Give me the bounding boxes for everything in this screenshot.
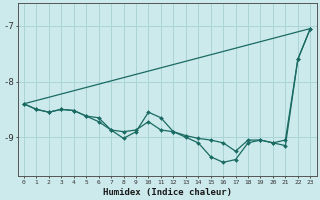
X-axis label: Humidex (Indice chaleur): Humidex (Indice chaleur) [103, 188, 232, 197]
